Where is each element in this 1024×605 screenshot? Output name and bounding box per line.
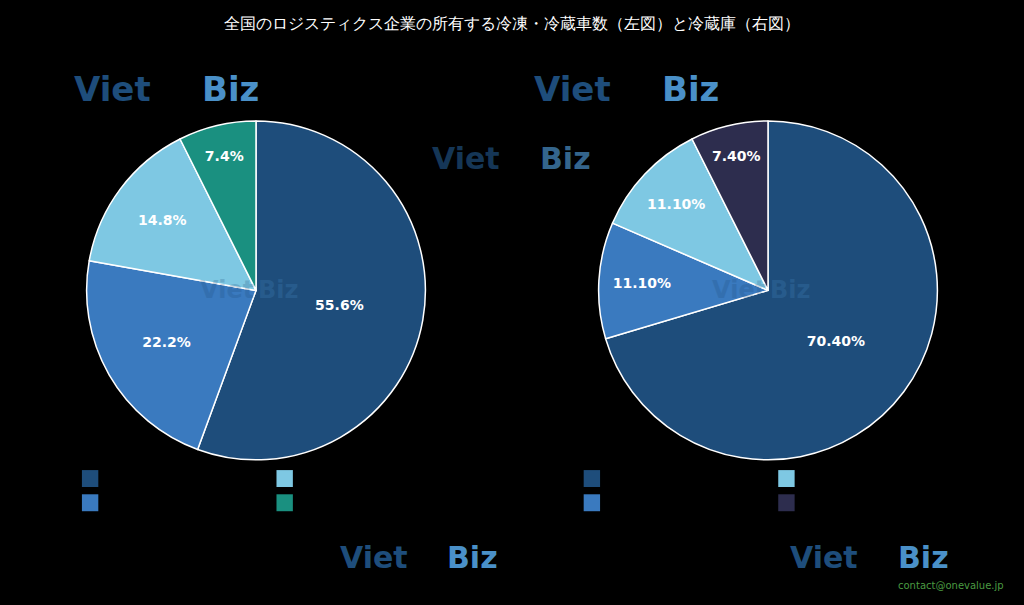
svg-text:11.10%: 11.10% <box>613 275 671 291</box>
svg-text:Viet: Viet <box>432 141 500 176</box>
svg-text:Biz: Biz <box>447 540 498 575</box>
svg-text:70.40%: 70.40% <box>807 333 865 349</box>
svg-text:Viet: Viet <box>74 69 151 109</box>
svg-text:Viet: Viet <box>712 276 766 304</box>
svg-text:Viet: Viet <box>534 69 611 109</box>
svg-text:Biz: Biz <box>258 276 299 304</box>
svg-text:Viet: Viet <box>340 540 408 575</box>
svg-text:contact@onevalue.jp: contact@onevalue.jp <box>898 580 1004 591</box>
svg-text:Biz: Biz <box>540 141 591 176</box>
svg-text:7.40%: 7.40% <box>712 148 761 164</box>
svg-text:11.10%: 11.10% <box>647 196 705 212</box>
svg-text:14.8%: 14.8% <box>138 212 187 228</box>
svg-text:Biz: Biz <box>662 69 719 109</box>
svg-text:Viet: Viet <box>200 276 254 304</box>
svg-text:Biz: Biz <box>898 540 949 575</box>
svg-text:22.2%: 22.2% <box>142 334 191 350</box>
svg-text:Biz: Biz <box>202 69 259 109</box>
svg-text:Viet: Viet <box>790 540 858 575</box>
svg-text:55.6%: 55.6% <box>315 297 364 313</box>
svg-text:7.4%: 7.4% <box>205 148 244 164</box>
svg-text:Biz: Biz <box>770 276 811 304</box>
svg-text:全国のロジスティクス企業の所有する冷凍・冷蔵車数（左図）と冷: 全国のロジスティクス企業の所有する冷凍・冷蔵車数（左図）と冷蔵庫（右図） <box>224 14 800 33</box>
